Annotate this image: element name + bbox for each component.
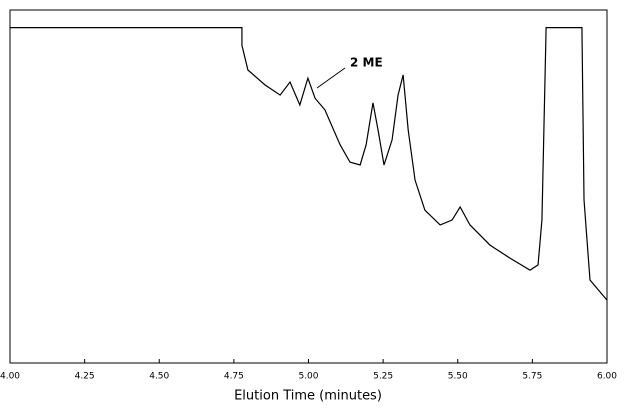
x-tick-label: 4.50 xyxy=(149,372,169,382)
x-tick-label: 5.75 xyxy=(522,372,542,382)
plot-frame xyxy=(9,9,608,364)
annotation: 2 ME xyxy=(350,56,383,70)
x-axis-label: Elution Time (minutes) xyxy=(234,389,382,404)
x-tick-label: 4.75 xyxy=(224,372,244,382)
x-tick-label: 5.50 xyxy=(448,372,468,382)
chromatogram-line xyxy=(10,27,608,301)
x-tick-label: 6.00 xyxy=(597,372,617,382)
x-tick-label: 4.25 xyxy=(75,372,95,382)
annotation-leader xyxy=(316,67,346,89)
x-tick-label: 4.00 xyxy=(0,372,20,382)
x-tick-label: 5.25 xyxy=(373,372,393,382)
x-tick-label: 5.00 xyxy=(298,372,318,382)
